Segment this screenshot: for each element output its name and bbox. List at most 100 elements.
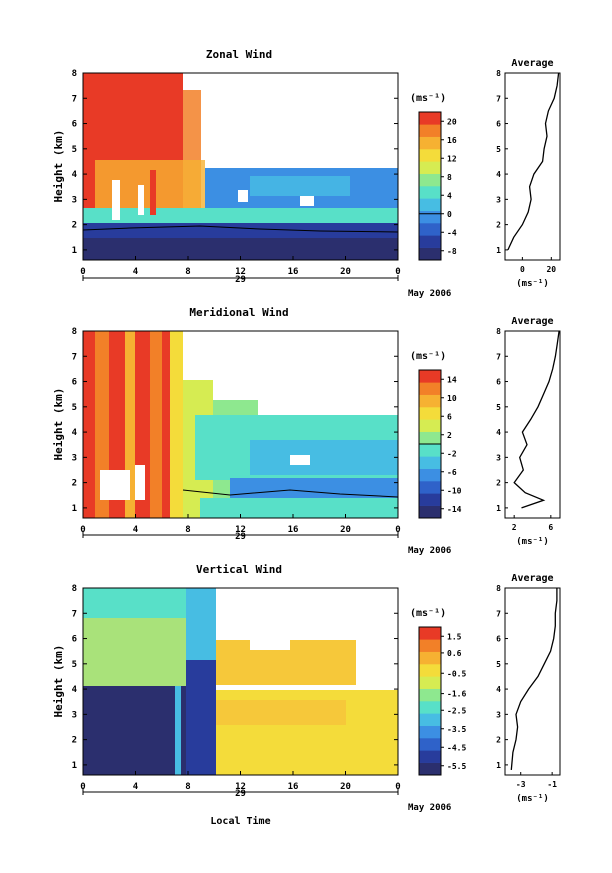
colorbar-swatch (419, 161, 441, 174)
y-tick-label: 8 (72, 584, 77, 594)
date-month-label: May 2006 (408, 803, 451, 813)
heatmap-field (83, 73, 398, 260)
colorbar-tick-label: -14 (447, 505, 462, 514)
y-tick-label: 7 (72, 94, 77, 104)
colorbar-tick-label: 0.6 (447, 649, 462, 658)
x-tick-label: 4 (133, 782, 139, 792)
x-tick-label: 0 (395, 782, 400, 792)
panel-title: Zonal Wind (206, 48, 272, 61)
y-tick-label: 3 (72, 195, 77, 205)
profile-frame (504, 330, 561, 519)
x-tick-label: 8 (185, 267, 190, 277)
profile-y-tick-label: 6 (496, 378, 501, 387)
colorbar-swatch (419, 124, 441, 137)
panel-title: Meridional Wind (189, 306, 288, 319)
x-tick-label: 0 (395, 267, 400, 277)
panel-meridional: Meridional Wind Height (km) (52, 306, 399, 519)
colorbar-tick-label: -4 (447, 228, 457, 237)
profile-y-tick-label: 5 (496, 145, 501, 154)
colorbar-swatch (419, 149, 441, 162)
colorbar-swatch (419, 112, 441, 125)
date-day-label: 29 (235, 532, 246, 542)
y-tick-label: 5 (72, 660, 77, 670)
y-tick-label: 3 (72, 453, 77, 463)
y-tick-label: 6 (72, 635, 77, 645)
y-tick-label: 3 (72, 710, 77, 720)
heatmap-field (83, 331, 398, 518)
colorbar-swatch (419, 382, 441, 395)
colorbar-tick-label: 10 (447, 394, 457, 403)
colorbar-swatch (419, 651, 441, 665)
colorbar-tick-label: 2 (447, 431, 452, 440)
colorbar-swatch (419, 370, 441, 383)
x-tick-label: 12 (235, 782, 246, 792)
colorbar-unit-label: (ms⁻¹) (410, 608, 446, 619)
date-month-label: May 2006 (408, 546, 451, 556)
x-tick-label: 0 (80, 782, 85, 792)
x-tick-label: 20 (340, 782, 351, 792)
date-month-label: May 2006 (408, 289, 451, 299)
colorbar-tick-label: -3.5 (447, 725, 466, 734)
colorbar-swatch (419, 505, 441, 519)
profile-y-tick-label: 2 (496, 221, 501, 230)
x-tick-label: 8 (185, 525, 190, 535)
profile-y-tick-label: 8 (496, 584, 501, 593)
panel-title: Vertical Wind (196, 563, 282, 576)
colorbar-tick-label: 0 (447, 210, 452, 219)
y-tick-label: 2 (72, 736, 77, 746)
y-tick-label: 5 (72, 403, 77, 413)
colorbar-tick-label: -1.6 (447, 690, 466, 699)
x-tick-label: 12 (235, 525, 246, 535)
y-tick-label: 4 (72, 428, 78, 438)
x-tick-label: 16 (288, 525, 299, 535)
colorbar-tick-label: 12 (447, 154, 457, 163)
colorbar-swatch (419, 247, 441, 261)
y-tick-label: 6 (72, 378, 77, 388)
colorbar-swatch (419, 210, 441, 224)
colorbar-unit-label: (ms⁻¹) (410, 93, 446, 104)
x-tick-label: 0 (80, 525, 85, 535)
x-tick-label: 0 (395, 525, 400, 535)
colorbar-tick-label: 6 (447, 412, 452, 421)
y-tick-label: 2 (72, 479, 77, 489)
profile-line (513, 330, 560, 509)
profile-y-tick-label: 7 (496, 352, 501, 361)
colorbar-frame (418, 626, 442, 776)
x-tick-label: 20 (340, 267, 351, 277)
y-tick-label: 7 (72, 609, 77, 619)
colorbar-tick-label: -10 (447, 486, 462, 495)
profile-title: Average (511, 58, 553, 69)
colorbar-swatch (419, 407, 441, 420)
x-tick-label: 4 (133, 525, 139, 535)
colorbar-swatch (419, 750, 441, 763)
profile-x-tick-label: 0 (520, 265, 525, 274)
colorbar-swatch (419, 136, 441, 150)
colorbar-swatch (419, 676, 441, 689)
profile-y-tick-label: 1 (496, 761, 501, 770)
date-day-label: 29 (235, 789, 246, 799)
y-tick-label: 4 (72, 685, 78, 695)
colorbar-swatch (419, 394, 441, 408)
profile-unit-label: (ms⁻¹) (516, 279, 549, 289)
x-tick-label: 0 (80, 267, 85, 277)
colorbar-tick-label: 4 (447, 191, 452, 200)
profile-y-tick-label: 1 (496, 504, 501, 513)
colorbar-tick-label: -0.5 (447, 669, 466, 678)
y-tick-label: 8 (72, 327, 77, 337)
y-axis-label: Height (km) (52, 388, 65, 461)
profile-y-tick-label: 2 (496, 479, 501, 488)
colorbar-tick-label: -2.5 (447, 706, 466, 715)
colorbar-unit-label: (ms⁻¹) (410, 351, 446, 362)
profile-x-tick-label: 20 (546, 265, 556, 274)
profile-unit-label: (ms⁻¹) (516, 537, 549, 547)
y-tick-label: 1 (72, 761, 77, 771)
colorbar-swatch (419, 701, 441, 714)
colorbar-swatch (419, 444, 441, 457)
x-tick-label: 16 (288, 782, 299, 792)
colorbar-swatch (419, 456, 441, 469)
colorbar-frame (418, 111, 442, 261)
profile-y-tick-label: 1 (496, 246, 501, 255)
colorbar-swatch (419, 639, 441, 652)
